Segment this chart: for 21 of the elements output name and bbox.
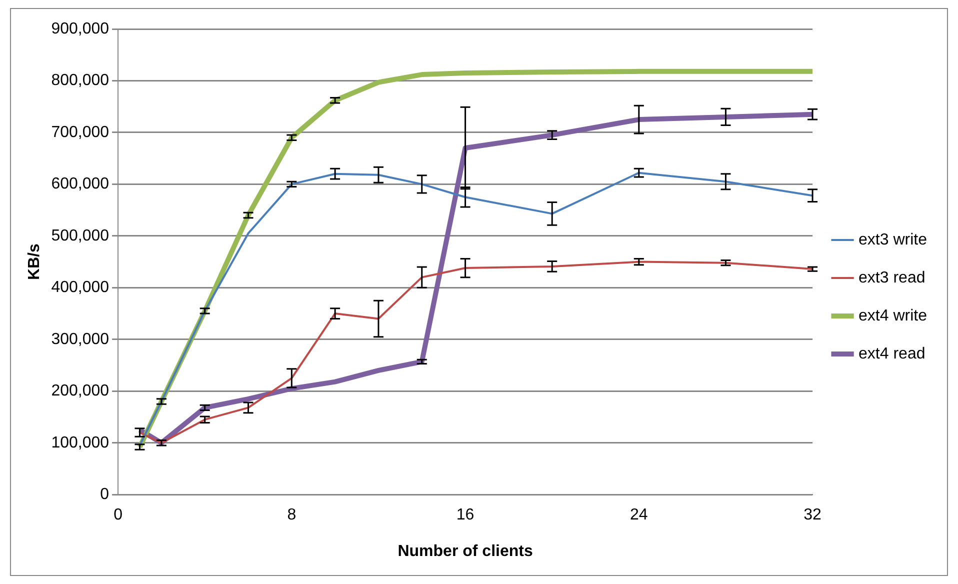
y-tick-label: 0 xyxy=(100,486,110,504)
x-axis-title: Number of clients xyxy=(398,542,533,560)
legend-label: ext3 write xyxy=(858,231,928,248)
legend-label: ext4 read xyxy=(858,345,926,362)
x-tick-label: 8 xyxy=(287,506,296,524)
x-tick-label: 0 xyxy=(114,506,123,524)
y-tick-label: 900,000 xyxy=(51,20,110,38)
y-axis-title: KB/s xyxy=(26,243,44,280)
y-tick-label: 100,000 xyxy=(51,434,110,452)
y-tick-label: 400,000 xyxy=(51,279,110,296)
y-tick-label: 200,000 xyxy=(51,382,110,400)
y-tick-label: 600,000 xyxy=(51,176,110,193)
x-tick-label: 24 xyxy=(630,506,648,524)
x-tick-label: 16 xyxy=(456,506,474,524)
legend-label: ext3 read xyxy=(858,269,926,286)
y-tick-label: 500,000 xyxy=(51,227,110,244)
x-tick-label: 32 xyxy=(804,506,822,524)
y-tick-label: 300,000 xyxy=(51,330,110,348)
y-tick-label: 800,000 xyxy=(51,72,110,90)
legend-label: ext4 write xyxy=(858,307,928,324)
y-tick-label: 700,000 xyxy=(51,124,110,141)
